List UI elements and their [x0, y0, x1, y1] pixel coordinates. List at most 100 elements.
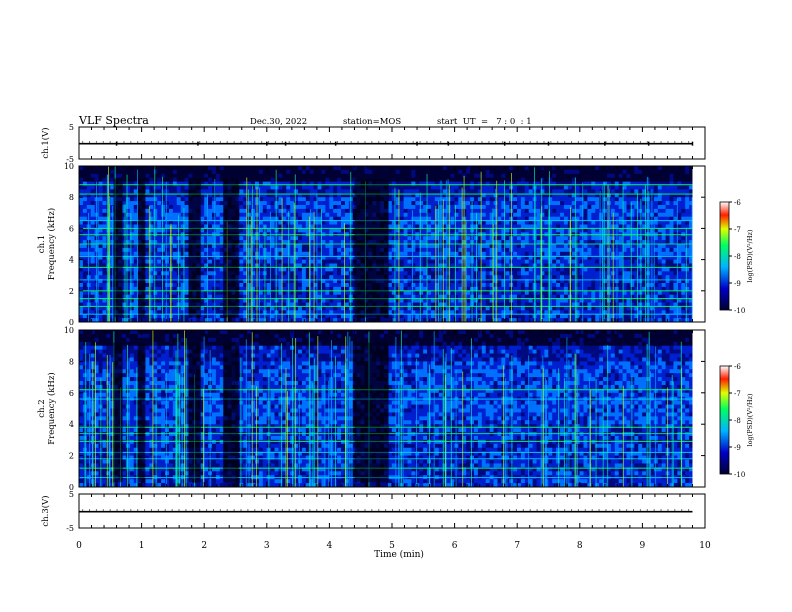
spectrogram-cell [513, 290, 518, 295]
spectrogram-cell [204, 255, 209, 260]
spectrogram-cell [86, 310, 92, 315]
spectrogram-cell [90, 306, 95, 311]
spectrogram-cell [540, 294, 545, 299]
spectrogram-cell [125, 251, 131, 256]
spectrogram-cell [161, 169, 166, 175]
spectrogram-cell [305, 173, 311, 178]
spectrogram-cell [321, 205, 326, 210]
spectrogram-cell [473, 314, 479, 319]
spectrogram-cell [180, 216, 185, 221]
spectrogram-cell [247, 247, 252, 253]
spectrogram-cell [524, 185, 530, 190]
spectrogram-cell [274, 314, 279, 319]
spectrogram-cell [180, 314, 185, 319]
spectrogram-cell [145, 244, 150, 249]
spectrogram-cell [161, 259, 166, 264]
spectrogram-cell [540, 259, 545, 264]
spectrogram-cell [301, 310, 307, 315]
spectrogram-cell [294, 302, 299, 307]
spectrogram-cell [407, 212, 412, 217]
spectrogram-cell [90, 310, 95, 315]
spectrogram-cell [520, 247, 526, 253]
spectrogram-cell [180, 310, 185, 315]
spectrogram-cell [122, 181, 127, 186]
spectrogram-cell [485, 271, 490, 276]
spectrogram-cell [309, 177, 314, 182]
spectrogram-cell [391, 236, 397, 241]
spectrogram-cell [98, 193, 103, 198]
spectrogram-cell [168, 197, 174, 202]
spectrogram-cell [341, 298, 346, 303]
spectrogram-cell [450, 267, 455, 272]
spectrogram-cell [411, 185, 416, 190]
spectrogram-cell [395, 216, 400, 221]
spectrogram-cell [180, 193, 185, 198]
spectrogram-cell [86, 216, 92, 221]
spectrogram-cell [415, 298, 420, 303]
spectrogram-cell [282, 220, 287, 225]
spectrogram-cell [305, 318, 311, 323]
spectrogram-cell [294, 228, 299, 233]
spectrogram-cell [462, 169, 467, 175]
spectrogram-cell [313, 208, 318, 214]
spectrogram-cell [278, 208, 283, 214]
spectrogram-cell [172, 166, 178, 171]
spectrogram-cell [427, 279, 432, 284]
spectrogram-cell [239, 236, 244, 241]
spectrogram-cell [298, 193, 303, 198]
spectrogram-cell [258, 259, 264, 264]
spectrogram-cell [458, 302, 463, 307]
spectrogram-cell [129, 290, 135, 295]
spectrogram-cell [278, 169, 283, 175]
trace-dot [144, 141, 146, 143]
spectrogram-cell [333, 228, 338, 233]
spectrogram-cell [290, 306, 295, 311]
spectrogram-cell [481, 290, 487, 295]
spectrogram-cell [344, 251, 350, 256]
spectrogram-cell [442, 197, 447, 202]
spectrogram-cell [125, 212, 131, 217]
spectrogram-cell [485, 255, 490, 260]
spectrogram-cell [82, 177, 88, 182]
spectrogram-cell [325, 247, 330, 253]
spectrogram-cell [129, 255, 135, 260]
spectrogram-cell [149, 193, 154, 198]
spectrogram-cell [243, 310, 248, 315]
spectrogram-cell [219, 290, 225, 295]
spectrogram-cell [540, 244, 545, 249]
spectrogram-cell [98, 212, 103, 217]
spectrogram-cell [278, 247, 283, 253]
spectrogram-cell [305, 212, 311, 217]
spectrogram-cell [454, 271, 459, 276]
spectrogram-cell [90, 290, 95, 295]
spectrogram-cell [344, 279, 350, 284]
spectrogram-cell [176, 286, 181, 292]
spectrogram-cell [427, 271, 432, 276]
spectrogram-cell [309, 286, 314, 292]
spectrogram-cell [524, 201, 530, 206]
spectrogram-cell [337, 267, 342, 272]
spectrogram-cell [290, 193, 295, 198]
spectrogram-cell [122, 220, 127, 225]
spectrogram-cell [466, 310, 471, 315]
spectrogram-cell [153, 240, 158, 245]
spectrogram-cell [387, 247, 393, 253]
spectrogram-cell [329, 294, 334, 299]
spectrogram-cell [122, 212, 127, 217]
spectrogram-cell [477, 310, 483, 315]
spectrogram-cell [274, 251, 279, 256]
spectrogram-cell [509, 166, 514, 171]
spectrogram-cell [427, 251, 432, 256]
spectrogram-cell [243, 181, 248, 186]
spectrogram-cell [466, 283, 471, 288]
spectrogram-cell [481, 259, 487, 264]
spectrogram-cell [513, 189, 518, 194]
spectrogram-cell [274, 177, 279, 182]
spectrogram-cell [251, 181, 256, 186]
spectrogram-cell [403, 298, 408, 303]
spectrogram-cell [86, 197, 92, 202]
spectrogram-cell [376, 173, 381, 178]
spectrogram-cell [176, 212, 181, 217]
spectrogram-cell [204, 306, 209, 311]
spectrogram-cell [466, 216, 471, 221]
